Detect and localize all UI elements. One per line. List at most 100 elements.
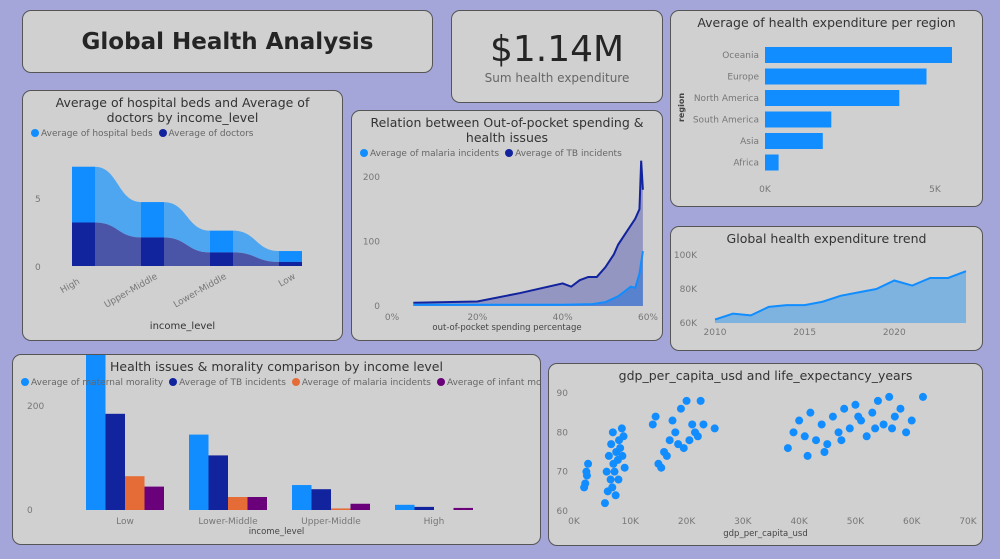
scatter-point xyxy=(795,416,804,425)
x-tick: 70K xyxy=(959,517,977,527)
oop-chart-panel[interactable]: 0 100 200 0% 20% 40% 60% Relation between Out-… xyxy=(351,110,663,341)
x-tick: 30K xyxy=(734,517,752,527)
scatter-point xyxy=(888,424,897,433)
scatter-point xyxy=(611,491,620,500)
x-tick: 20% xyxy=(467,313,487,323)
scatter-point xyxy=(619,432,628,441)
bar xyxy=(247,497,267,510)
legend-item[interactable]: Average of malaria incidents xyxy=(360,149,499,159)
bar xyxy=(144,486,164,510)
scatter-point xyxy=(812,436,821,445)
scatter-point xyxy=(657,463,666,472)
bar xyxy=(125,476,145,510)
bar xyxy=(311,489,331,510)
scatter-point xyxy=(902,428,911,437)
scatter-chart: 60 70 80 90 0K 10K 20K 30K 40K 50K 60K 70K xyxy=(557,389,978,527)
legend-item[interactable]: Average of TB incidents xyxy=(505,149,622,159)
ribbon-doctors xyxy=(233,252,279,266)
scatter-point xyxy=(608,428,617,437)
legend-item[interactable]: Average of TB incidents xyxy=(169,378,286,388)
kpi-value: $1.14M xyxy=(489,29,625,70)
x-axis-label: out-of-pocket spending percentage xyxy=(432,323,582,333)
scatter-point xyxy=(651,412,660,421)
bar-doctors xyxy=(210,252,233,266)
bar xyxy=(765,47,952,63)
x-tick: High xyxy=(59,277,82,296)
bar-doctors xyxy=(141,237,164,266)
region-bar-panel[interactable]: Oceania Europe North America South America A… xyxy=(670,10,983,207)
bar xyxy=(189,434,209,510)
chart-title: Average of health expenditure per region xyxy=(697,15,956,30)
scatter-point xyxy=(616,444,625,453)
legend-item[interactable]: Average of maternal morality xyxy=(21,378,163,388)
scatter-point xyxy=(620,463,629,472)
y-tick: Africa xyxy=(733,159,759,169)
legend-item[interactable]: Average of malaria incidents xyxy=(291,378,431,388)
trend-panel[interactable]: 60K 80K 100K 2010 2015 2020 Global health exp… xyxy=(670,226,983,351)
bar-beds xyxy=(279,251,302,262)
scatter-point xyxy=(907,416,916,425)
scatter-point xyxy=(685,436,694,445)
y-tick: 100 xyxy=(363,237,380,247)
x-tick: 10K xyxy=(622,517,640,527)
scatter-point xyxy=(851,400,860,409)
x-tick: High xyxy=(424,517,445,527)
area-fill xyxy=(413,160,643,306)
scatter-point xyxy=(668,416,677,425)
scatter-point xyxy=(682,396,691,405)
scatter-point xyxy=(606,475,615,484)
y-axis-label: region xyxy=(677,92,687,123)
x-axis-label: gdp_per_capita_usd xyxy=(723,529,808,539)
scatter-point xyxy=(885,392,894,401)
y-tick: South America xyxy=(693,116,759,126)
scatter-point xyxy=(665,436,674,445)
scatter-point xyxy=(783,444,792,453)
y-tick: 80K xyxy=(680,285,698,295)
scatter-point xyxy=(817,420,826,429)
scatter-point xyxy=(862,432,871,441)
x-tick: 60% xyxy=(638,313,658,323)
y-tick: 5 xyxy=(35,195,41,205)
chart-title: Health issues & morality comparison by i… xyxy=(110,359,443,374)
bar xyxy=(765,154,779,171)
x-tick: 0% xyxy=(385,313,400,323)
bar xyxy=(86,355,106,510)
bar-beds xyxy=(141,202,164,238)
x-tick: 20K xyxy=(678,517,696,527)
scatter-point xyxy=(662,451,671,460)
scatter-point xyxy=(617,424,626,433)
scatter-point xyxy=(580,483,589,492)
y-tick: North America xyxy=(694,94,759,104)
scatter-point xyxy=(602,467,611,476)
legend: Average of hospital beds Average of doct… xyxy=(23,129,342,139)
bar xyxy=(350,503,370,510)
x-tick: Low xyxy=(116,517,134,527)
scatter-point xyxy=(879,420,888,429)
ribbon-beds xyxy=(233,230,279,262)
legend-item[interactable]: Average of infant morality xyxy=(436,378,540,388)
x-tick: 2015 xyxy=(793,328,816,338)
y-tick: 0 xyxy=(27,506,33,516)
scatter-panel[interactable]: 60 70 80 90 0K 10K 20K 30K 40K 50K 60K 70K gdp_per_… xyxy=(548,363,983,546)
chart-title: Global health expenditure trend xyxy=(726,231,927,246)
y-tick: 200 xyxy=(27,402,44,412)
y-tick: 90 xyxy=(557,389,569,399)
y-tick: 0 xyxy=(35,263,41,273)
legend-item[interactable]: Average of hospital beds xyxy=(31,129,153,139)
scatter-point xyxy=(608,483,617,492)
bar-doctors xyxy=(72,222,95,266)
scatter-point xyxy=(582,471,591,480)
y-tick: 200 xyxy=(363,173,380,183)
x-tick: 40% xyxy=(553,313,573,323)
bar xyxy=(414,506,434,510)
legend-item[interactable]: Average of doctors xyxy=(158,129,253,139)
ribbon-beds xyxy=(164,202,210,253)
x-tick: Low xyxy=(277,272,297,290)
y-tick: 100K xyxy=(674,251,698,261)
x-tick: 0K xyxy=(568,517,581,527)
ribbon-chart-panel[interactable]: 0 5 High Upper-Middle Lower-Middle Low Averag… xyxy=(22,90,343,341)
x-axis-label: income_level xyxy=(248,527,305,537)
scatter-point xyxy=(674,440,683,449)
